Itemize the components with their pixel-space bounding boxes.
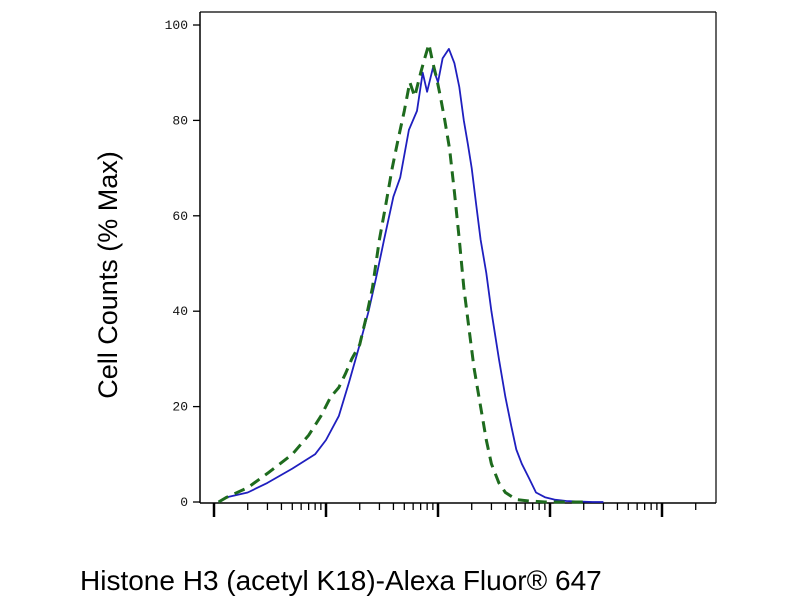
x-axis xyxy=(212,503,697,517)
y-tick-label: 80 xyxy=(172,113,188,128)
x-axis-title: Histone H3 (acetyl K18)-Alexa Fluor® 647 xyxy=(80,565,602,596)
series-layer xyxy=(217,42,604,504)
plot-frame xyxy=(199,11,717,504)
y-axis-title: Cell Counts (% Max) xyxy=(93,151,123,399)
series-solid-line xyxy=(218,48,604,503)
y-tick-label: 20 xyxy=(172,400,188,415)
y-tick-label: 100 xyxy=(165,18,188,33)
y-tick-label: 60 xyxy=(172,209,188,224)
y-tick-label: 0 xyxy=(180,495,188,510)
y-axis: 0 20 40 60 80 100 xyxy=(165,18,200,510)
series-dashed-line xyxy=(217,42,584,504)
y-tick-label: 40 xyxy=(172,304,188,319)
